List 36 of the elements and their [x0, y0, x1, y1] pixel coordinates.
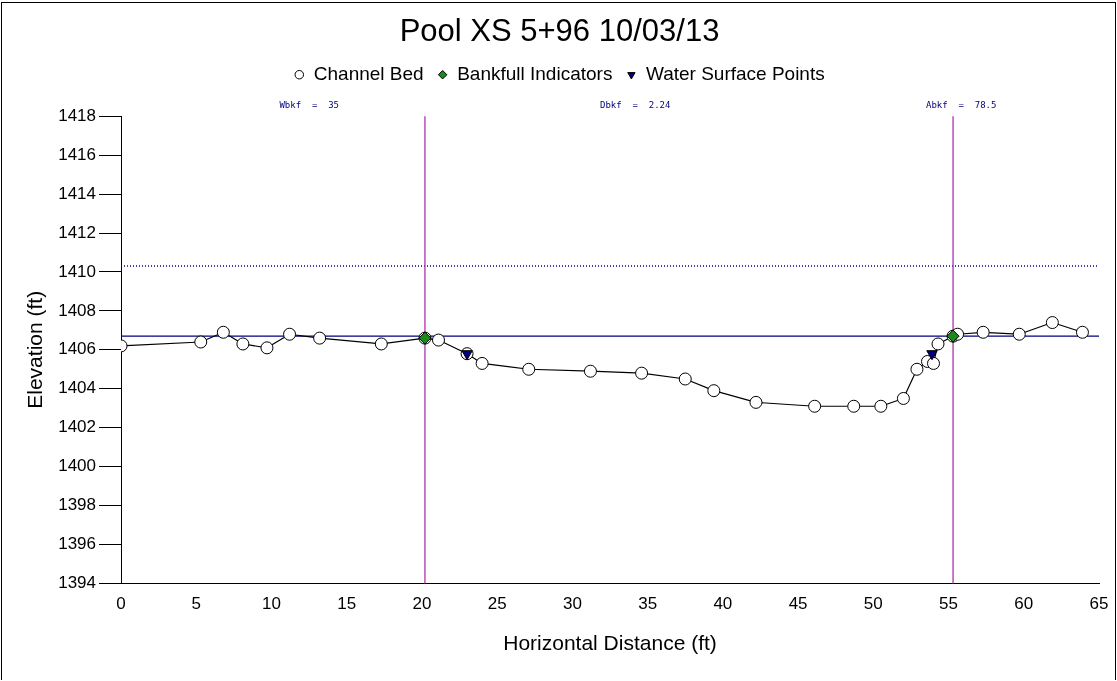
- x-tick-label: 20: [412, 594, 432, 614]
- x-tick-label: 60: [1014, 594, 1034, 614]
- y-tick-label: 1406: [58, 339, 97, 359]
- y-tick-label: 1414: [58, 183, 97, 203]
- x-tick-label: 35: [638, 594, 658, 614]
- x-tick-label: 10: [262, 594, 281, 614]
- legend-label: Channel Bed: [313, 62, 424, 84]
- text: Abkf = 78.5: [925, 100, 997, 111]
- y-tick-label: 1410: [58, 261, 97, 281]
- y-tick-label: 1400: [58, 456, 97, 476]
- x-tick-label: 30: [562, 594, 582, 614]
- x-tick-label: 5: [191, 594, 201, 614]
- x-tick-label: 40: [713, 594, 733, 614]
- y-tick-label: 1402: [58, 417, 97, 437]
- y-tick-label: 1416: [58, 144, 97, 164]
- y-tick-label: 1412: [58, 222, 97, 242]
- text: Dbkf = 2.24: [599, 100, 671, 111]
- y-tick-label: 1398: [58, 495, 97, 515]
- x-tick-label: 65: [1089, 594, 1109, 614]
- x-tick-label: 15: [337, 594, 357, 614]
- y-tick-label: 1404: [58, 378, 97, 398]
- x-tick-label: 55: [939, 594, 958, 614]
- legend-label: Water Surface Points: [645, 62, 825, 84]
- y-tick-label: 1408: [58, 300, 97, 320]
- x-tick-label: 25: [487, 594, 507, 614]
- legend-label: Bankfull Indicators: [457, 62, 613, 84]
- y-tick-label: 1394: [58, 573, 97, 593]
- x-tick-label: 0: [116, 594, 126, 614]
- y-tick-label: 1396: [58, 534, 97, 554]
- x-tick-label: 45: [788, 594, 808, 614]
- y-axis-title: Elevation (ft): [23, 290, 47, 409]
- x-tick-label: 50: [863, 594, 883, 614]
- chart-title: Pool XS 5+96 10/03/13: [399, 13, 720, 49]
- x-axis-title: Horizontal Distance (ft): [503, 631, 717, 655]
- text: Wbkf = 35: [279, 100, 340, 111]
- y-tick-label: 1418: [58, 105, 97, 125]
